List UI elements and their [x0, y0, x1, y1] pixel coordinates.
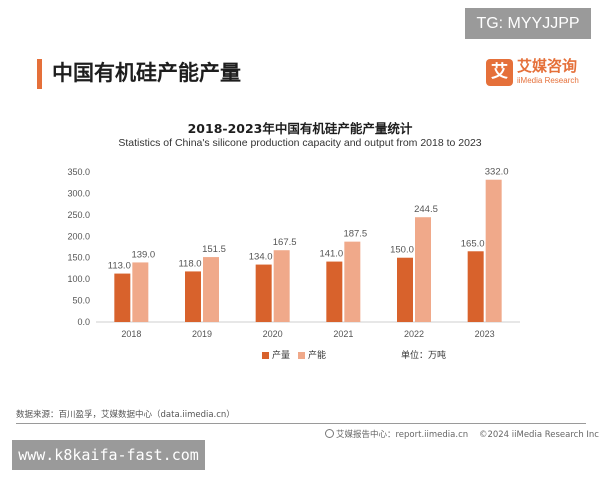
legend-item-production: 产量 — [262, 348, 290, 361]
bar-production — [255, 264, 272, 322]
legend-label-production: 产量 — [272, 351, 291, 361]
bar-capacity — [485, 179, 502, 322]
y-tick-label: 150.0 — [67, 253, 90, 263]
legend-swatch-capacity — [298, 352, 306, 359]
x-tick-label: 2019 — [192, 329, 212, 339]
data-label-production: 134.0 — [249, 252, 273, 263]
footer-site: 艾媒报告中心：report.iimedia.cn — [336, 430, 469, 440]
data-label-production: 150.0 — [390, 245, 414, 256]
x-tick-label: 2021 — [333, 329, 353, 339]
data-label-capacity: 167.5 — [273, 237, 297, 248]
data-label-capacity: 244.5 — [414, 204, 438, 215]
x-tick-label: 2020 — [263, 329, 283, 339]
chart-title: 2018-2023年中国有机硅产能产量统计 — [187, 121, 413, 136]
y-tick-label: 350.0 — [67, 167, 90, 177]
y-tick-label: 300.0 — [67, 188, 90, 198]
y-tick-label: 50.0 — [72, 296, 90, 306]
footer-copyright: ©2024 iiMedia Research Inc — [478, 430, 599, 440]
y-tick-label: 0.0 — [77, 317, 90, 327]
bar-production — [467, 251, 484, 322]
x-tick-label: 2022 — [404, 329, 424, 339]
bar-capacity — [344, 241, 361, 322]
y-tick-label: 250.0 — [67, 210, 90, 220]
page-title: 中国有机硅产能产量 — [52, 61, 241, 85]
logo-mark-icon: 艾 — [486, 59, 513, 86]
footer-divider — [16, 423, 586, 424]
bar-production — [326, 261, 343, 322]
y-tick-label: 100.0 — [67, 274, 90, 284]
title-accent-bar — [37, 59, 42, 89]
bar-production — [397, 257, 413, 322]
x-tick-label: 2018 — [121, 329, 141, 339]
data-source: 数据来源：百川盈孚，艾媒数据中心（data.iimedia.cn） — [16, 410, 235, 420]
x-tick-label: 2023 — [475, 329, 495, 339]
logo-name-en: iiMedia Research — [517, 76, 579, 85]
chart-subtitle: Statistics of China's silicone productio… — [118, 137, 482, 149]
legend-swatch-production — [262, 352, 269, 359]
data-label-production: 141.0 — [319, 249, 343, 260]
data-label-capacity: 187.5 — [343, 229, 367, 240]
bar-capacity — [273, 250, 290, 322]
bar-capacity — [415, 217, 431, 322]
bar-production — [185, 271, 201, 322]
report-center-icon — [325, 429, 334, 438]
data-label-production: 165.0 — [461, 238, 485, 249]
data-label-capacity: 139.0 — [131, 249, 155, 260]
chart-legend: 产量 产能 — [262, 348, 334, 361]
legend-label-capacity: 产能 — [308, 351, 327, 361]
footer-info: 艾媒报告中心：report.iimedia.cn ©2024 iiMedia R… — [325, 428, 599, 440]
watermark-url: www.k8kaifa-fast.com — [12, 440, 205, 470]
unit-label: 单位：万吨 — [401, 351, 447, 361]
data-label-capacity: 332.0 — [485, 167, 509, 178]
bar-capacity — [132, 262, 149, 322]
data-label-production: 113.0 — [108, 261, 131, 272]
logo-name-cn: 艾媒咨询 — [517, 57, 578, 75]
bar-production — [114, 273, 131, 322]
watermark-badge-top: TG: MYYJJPP — [465, 8, 591, 39]
legend-item-capacity: 产能 — [298, 348, 326, 361]
data-label-capacity: 151.5 — [202, 244, 226, 255]
iimedia-logo: 艾 艾媒咨询 iiMedia Research — [486, 57, 596, 91]
y-tick-label: 200.0 — [67, 231, 90, 241]
bar-capacity — [203, 257, 219, 322]
data-label-production: 118.0 — [178, 258, 201, 269]
